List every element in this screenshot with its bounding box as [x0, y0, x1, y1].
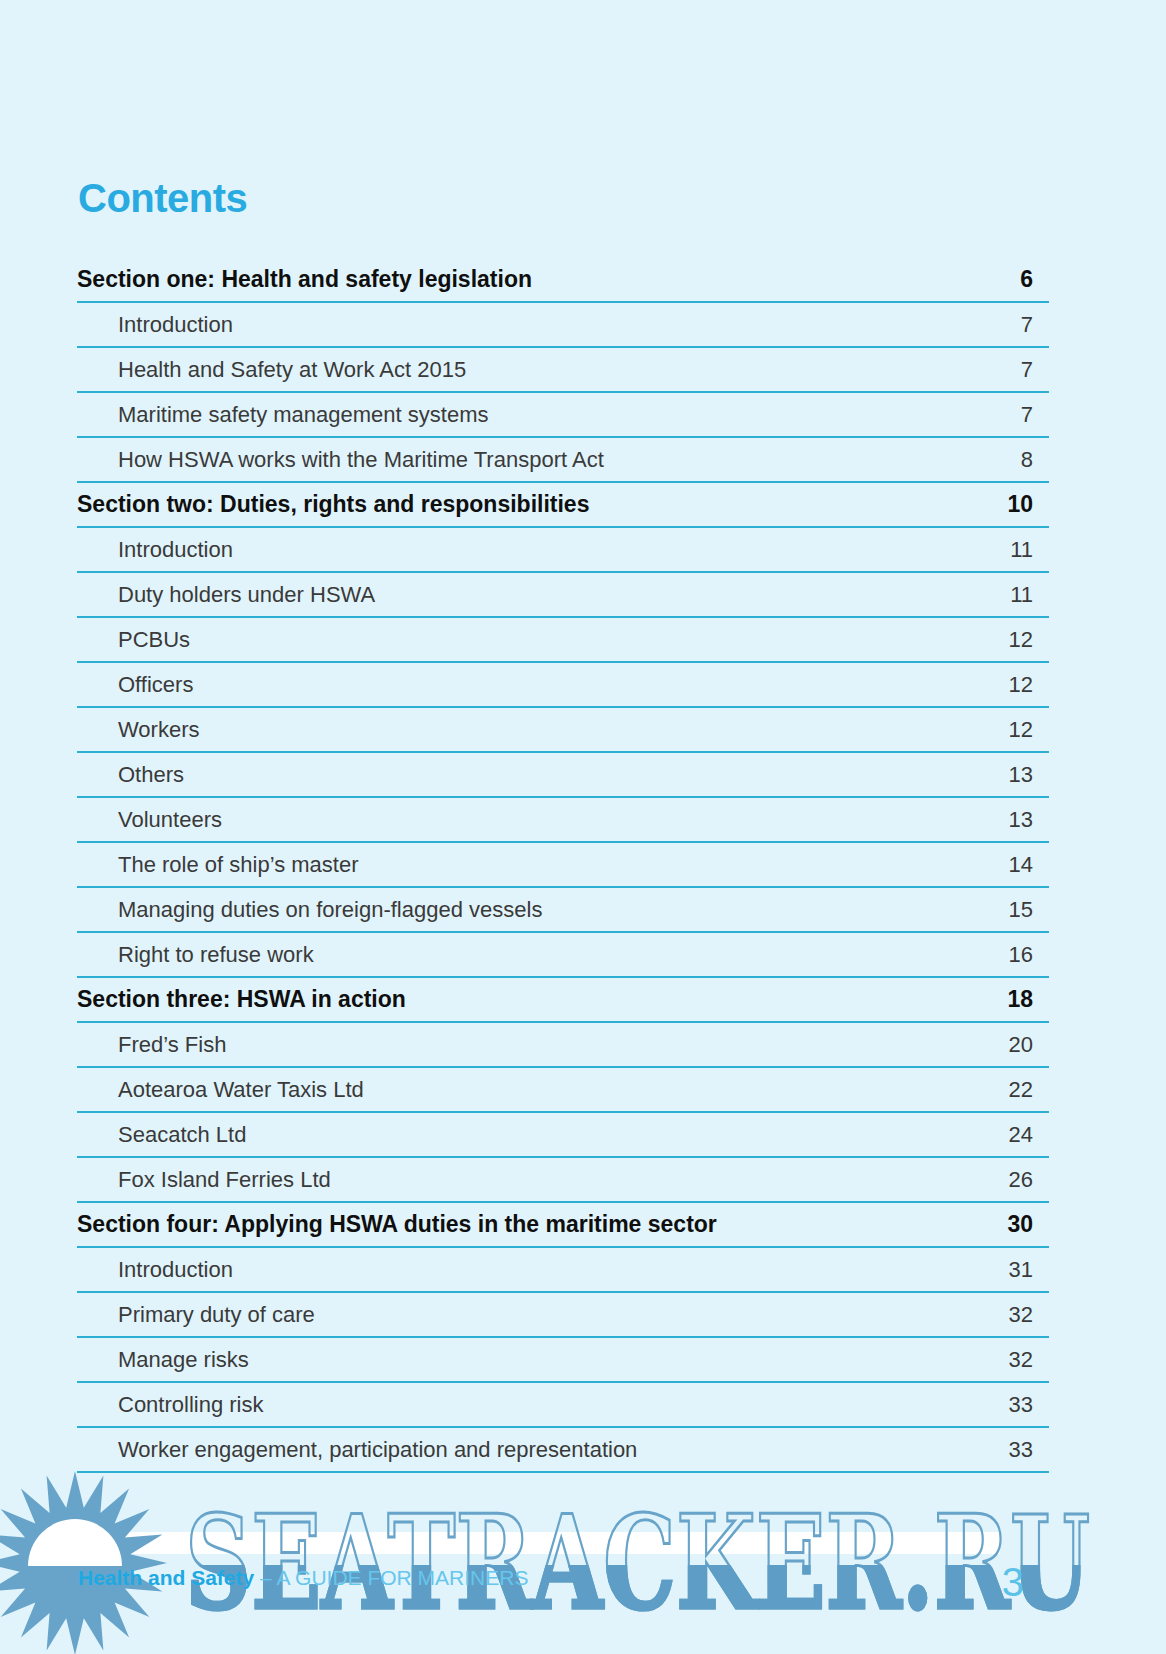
toc-entry-label: Introduction — [77, 1257, 233, 1283]
toc-row[interactable]: Managing duties on foreign-flagged vesse… — [77, 888, 1049, 933]
toc-entry-label: How HSWA works with the Maritime Transpo… — [77, 447, 604, 473]
toc-entry-page: 33 — [1009, 1437, 1049, 1463]
toc-entry-label: PCBUs — [77, 627, 190, 653]
toc-entry-label: Introduction — [77, 312, 233, 338]
toc-entry-page: 26 — [1009, 1167, 1049, 1193]
toc-entry-page: 32 — [1009, 1347, 1049, 1373]
toc-entry-label: Section three: HSWA in action — [77, 986, 406, 1013]
toc-entry-label: Aotearoa Water Taxis Ltd — [77, 1077, 364, 1103]
toc-row[interactable]: Introduction 7 — [77, 303, 1049, 348]
toc-row[interactable]: Aotearoa Water Taxis Ltd 22 — [77, 1068, 1049, 1113]
toc-row[interactable]: Section four: Applying HSWA duties in th… — [77, 1203, 1049, 1248]
footer-doc-subtitle: – A GUIDE FOR MARINERS — [254, 1566, 528, 1589]
footer-page-number: 3 — [940, 1561, 1024, 1603]
toc-entry-page: 7 — [1021, 357, 1049, 383]
toc-entry-page: 11 — [1010, 537, 1049, 563]
toc-entry-page: 16 — [1009, 942, 1049, 968]
footer-doc-title: Health and Safety — [78, 1566, 254, 1589]
toc-entry-page: 11 — [1010, 582, 1049, 608]
toc-row[interactable]: Section two: Duties, rights and responsi… — [77, 483, 1049, 528]
toc-row[interactable]: Section three: HSWA in action 18 — [77, 978, 1049, 1023]
toc-entry-page: 30 — [1007, 1211, 1049, 1238]
toc-entry-page: 14 — [1009, 852, 1049, 878]
toc-row[interactable]: Right to refuse work 16 — [77, 933, 1049, 978]
toc-entry-label: Right to refuse work — [77, 942, 314, 968]
toc-row[interactable]: Manage risks 32 — [77, 1338, 1049, 1383]
toc-row[interactable]: Workers 12 — [77, 708, 1049, 753]
toc-entry-page: 24 — [1009, 1122, 1049, 1148]
toc-row[interactable]: PCBUs 12 — [77, 618, 1049, 663]
toc-entry-page: 13 — [1009, 762, 1049, 788]
toc-entry-label: Manage risks — [77, 1347, 249, 1373]
toc-entry-page: 33 — [1009, 1392, 1049, 1418]
toc-entry-label: Workers — [77, 717, 200, 743]
toc-entry-label: Primary duty of care — [77, 1302, 315, 1328]
toc-row[interactable]: Section one: Health and safety legislati… — [77, 258, 1049, 303]
toc-entry-page: 6 — [1020, 266, 1049, 293]
toc-entry-label: Section four: Applying HSWA duties in th… — [77, 1211, 717, 1238]
toc-entry-label: Fred’s Fish — [77, 1032, 226, 1058]
toc-entry-page: 15 — [1009, 897, 1049, 923]
toc-row[interactable]: Fred’s Fish 20 — [77, 1023, 1049, 1068]
document-page: Contents Section one: Health and safety … — [0, 0, 1166, 1654]
sun-dome — [28, 1519, 122, 1566]
toc-entry-page: 13 — [1009, 807, 1049, 833]
toc-row[interactable]: The role of ship’s master 14 — [77, 843, 1049, 888]
toc-entry-label: Others — [77, 762, 184, 788]
toc-row[interactable]: Introduction 31 — [77, 1248, 1049, 1293]
sun-icon — [0, 1471, 167, 1654]
toc-entry-label: Controlling risk — [77, 1392, 264, 1418]
toc-entry-label: Section two: Duties, rights and responsi… — [77, 491, 589, 518]
toc-row[interactable]: Worker engagement, participation and rep… — [77, 1428, 1049, 1473]
toc-entry-label: Volunteers — [77, 807, 222, 833]
toc-entry-label: Seacatch Ltd — [77, 1122, 246, 1148]
toc-row[interactable]: Health and Safety at Work Act 2015 7 — [77, 348, 1049, 393]
toc-entry-label: Introduction — [77, 537, 233, 563]
toc-entry-page: 12 — [1009, 672, 1049, 698]
table-of-contents: Section one: Health and safety legislati… — [77, 258, 1049, 1473]
toc-entry-page: 18 — [1007, 986, 1049, 1013]
toc-row[interactable]: Others 13 — [77, 753, 1049, 798]
toc-row[interactable]: Controlling risk 33 — [77, 1383, 1049, 1428]
toc-entry-label: Maritime safety management systems — [77, 402, 488, 428]
toc-row[interactable]: Seacatch Ltd 24 — [77, 1113, 1049, 1158]
toc-entry-page: 12 — [1009, 627, 1049, 653]
toc-entry-page: 22 — [1009, 1077, 1049, 1103]
toc-entry-page: 8 — [1021, 447, 1049, 473]
toc-row[interactable]: Primary duty of care 32 — [77, 1293, 1049, 1338]
toc-entry-page: 32 — [1009, 1302, 1049, 1328]
footer: Health and Safety – A GUIDE FOR MARINERS — [78, 1566, 528, 1589]
toc-row[interactable]: Officers 12 — [77, 663, 1049, 708]
toc-row[interactable]: Fox Island Ferries Ltd 26 — [77, 1158, 1049, 1203]
toc-entry-label: Section one: Health and safety legislati… — [77, 266, 532, 293]
toc-entry-page: 10 — [1007, 491, 1049, 518]
toc-entry-page: 12 — [1009, 717, 1049, 743]
toc-entry-page: 7 — [1021, 402, 1049, 428]
toc-entry-label: Worker engagement, participation and rep… — [77, 1437, 637, 1463]
toc-entry-label: Officers — [77, 672, 193, 698]
toc-row[interactable]: Duty holders under HSWA 11 — [77, 573, 1049, 618]
toc-entry-page: 20 — [1009, 1032, 1049, 1058]
toc-entry-page: 7 — [1021, 312, 1049, 338]
toc-entry-label: Health and Safety at Work Act 2015 — [77, 357, 466, 383]
toc-entry-label: Duty holders under HSWA — [77, 582, 375, 608]
footer-band — [70, 1532, 1000, 1554]
toc-row[interactable]: Volunteers 13 — [77, 798, 1049, 843]
toc-entry-label: Fox Island Ferries Ltd — [77, 1167, 331, 1193]
toc-row[interactable]: Maritime safety management systems 7 — [77, 393, 1049, 438]
toc-row[interactable]: Introduction 11 — [77, 528, 1049, 573]
toc-entry-page: 31 — [1009, 1257, 1049, 1283]
page-title: Contents — [78, 176, 247, 220]
toc-entry-label: Managing duties on foreign-flagged vesse… — [77, 897, 542, 923]
toc-row[interactable]: How HSWA works with the Maritime Transpo… — [77, 438, 1049, 483]
toc-entry-label: The role of ship’s master — [77, 852, 358, 878]
